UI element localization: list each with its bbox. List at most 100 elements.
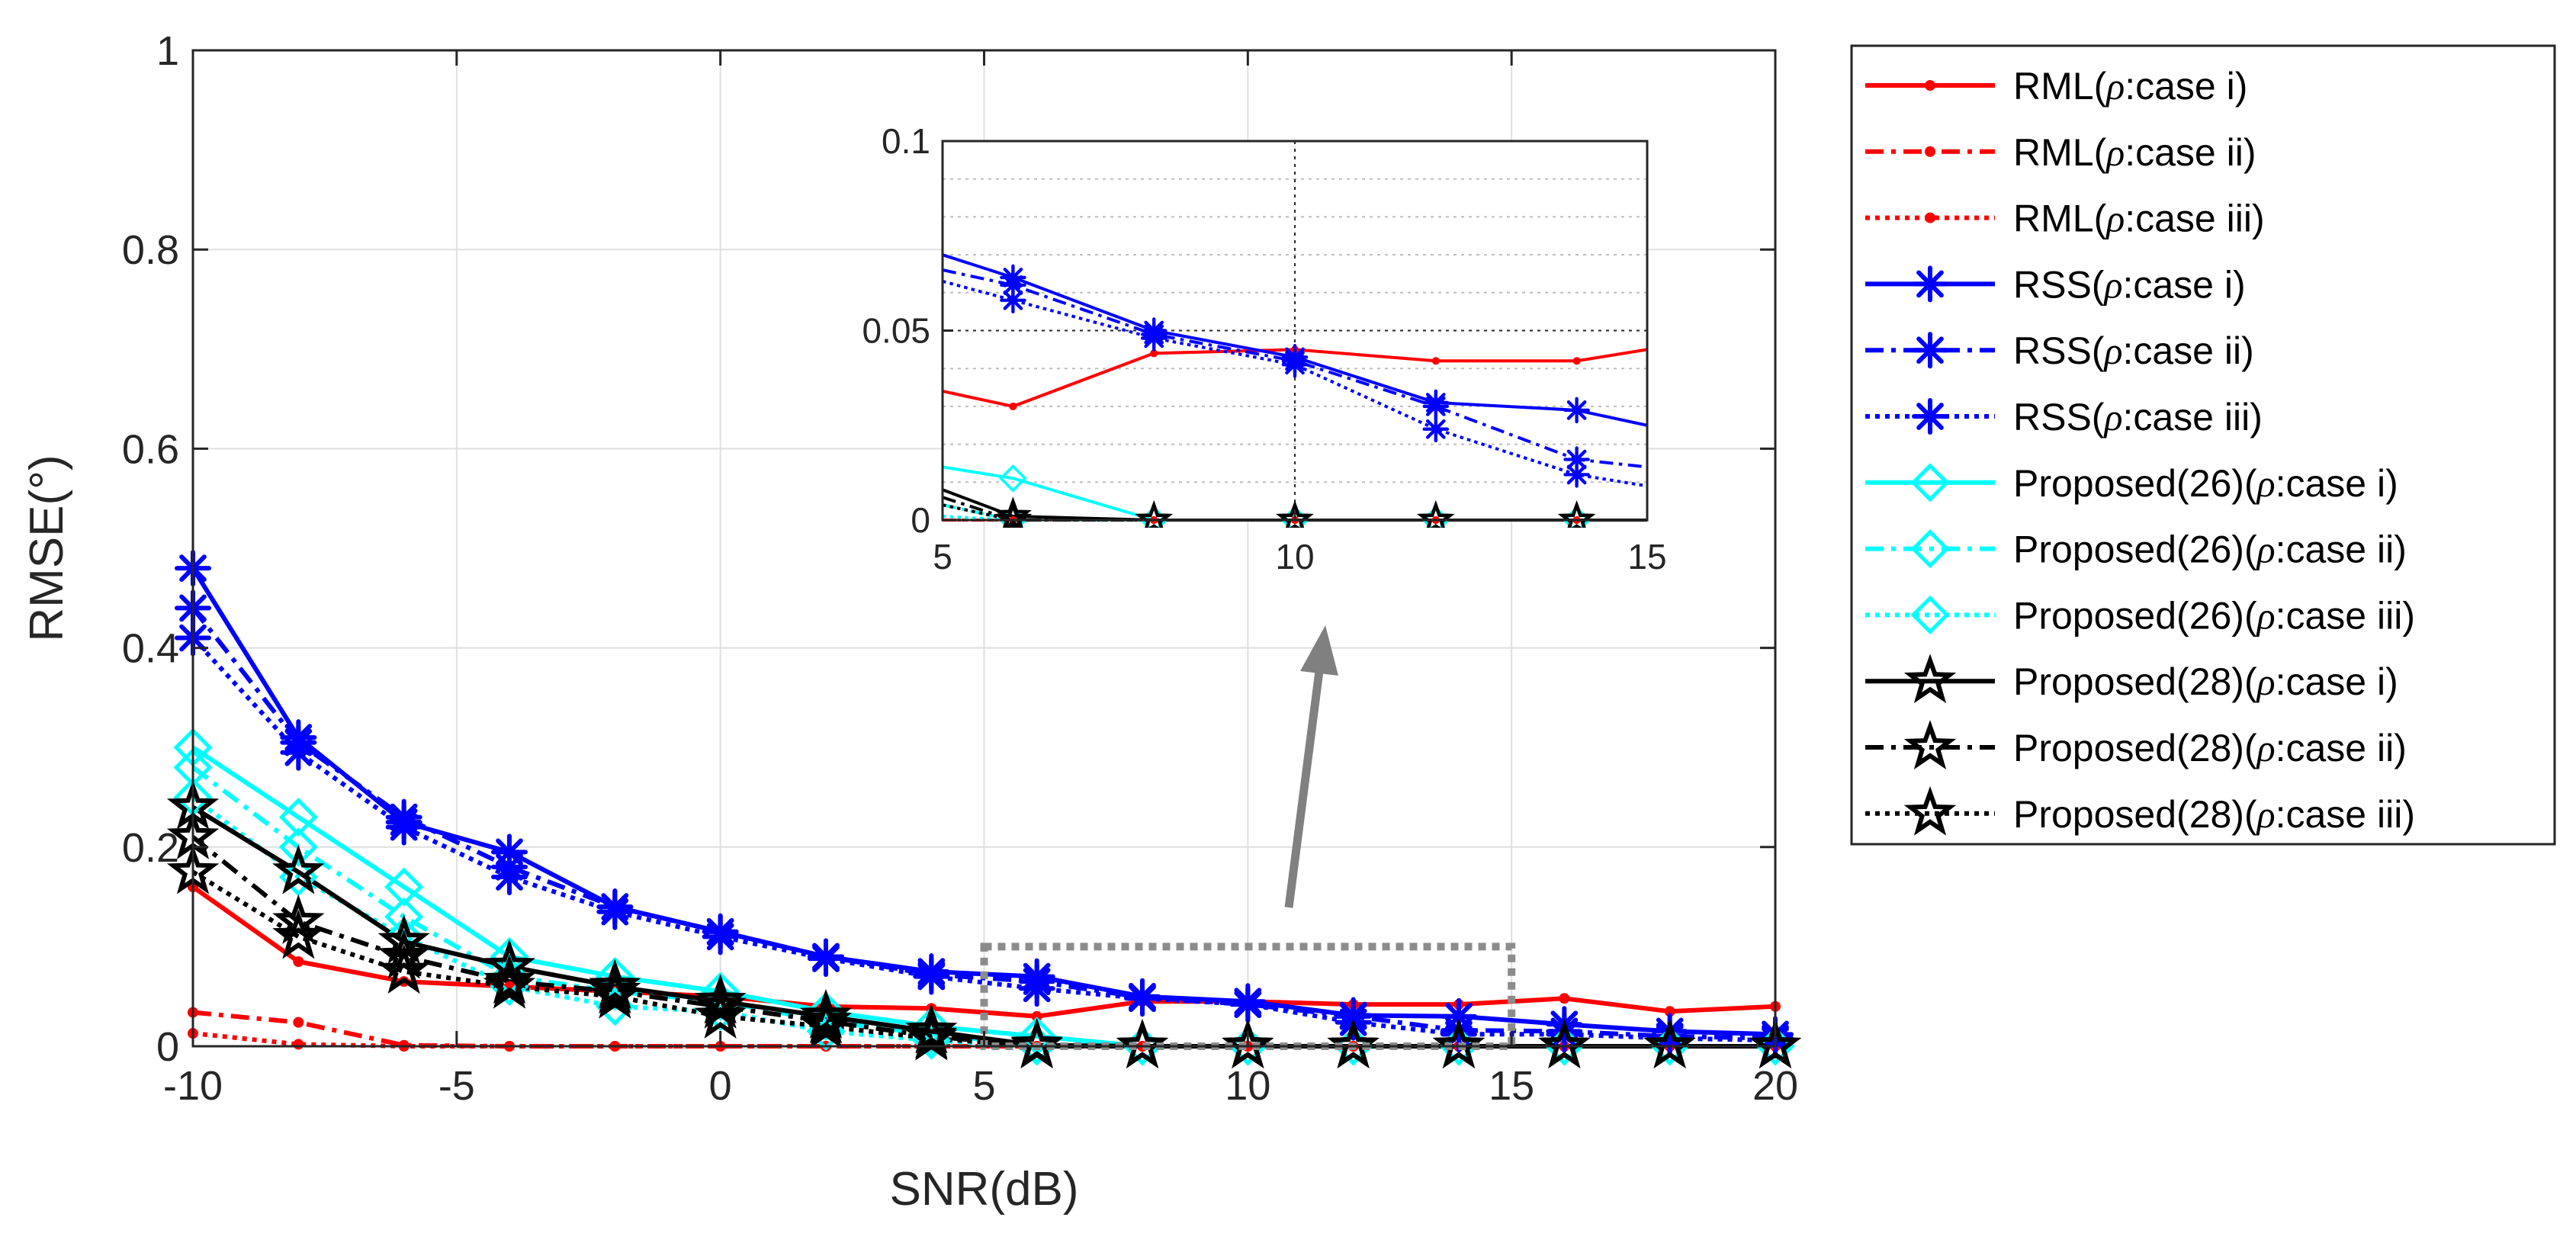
inset-series-markers-6	[1000, 287, 1590, 488]
inset-data-point	[994, 496, 1033, 528]
inset-data-point	[994, 500, 1033, 528]
inset-series-markers-12	[994, 500, 1596, 528]
legend-label-suffix: :case ii)	[2122, 329, 2253, 372]
data-point	[1327, 1019, 1380, 1069]
legend-label-rho: ρ	[2105, 131, 2125, 174]
data-point-stroke	[917, 962, 946, 991]
legend-label: Proposed(26)(ρ:case i)	[2013, 462, 2398, 505]
legend-marker	[1910, 595, 1950, 634]
legend-label-suffix: :case i)	[2276, 660, 2398, 703]
legend-label-rho: ρ	[2256, 528, 2276, 571]
legend-marker	[1925, 80, 1935, 91]
legend-label-prefix: RML(	[2013, 131, 2107, 174]
data-point	[1559, 993, 1570, 1004]
data-point	[280, 734, 317, 771]
inset-data-point-stroke	[1003, 290, 1023, 310]
inset-y-tick-label: 0.05	[862, 311, 930, 351]
inset-data-point	[1135, 500, 1173, 528]
data-point	[293, 1039, 304, 1050]
legend-label-suffix: :case ii)	[2125, 131, 2256, 174]
inset-data-point	[1557, 500, 1596, 528]
data-point	[377, 944, 430, 994]
legend-item: Proposed(28)(ρ:case iii)	[1865, 785, 2415, 836]
legend-item: RSS(ρ:case iii)	[1865, 396, 2263, 438]
legend-label: Proposed(28)(ρ:case ii)	[2013, 727, 2407, 769]
legend-marker	[1910, 463, 1950, 503]
data-point	[1664, 1006, 1675, 1017]
legend-label: RML(ρ:case i)	[2013, 65, 2247, 108]
legend-label-prefix: Proposed(28)(	[2013, 727, 2257, 769]
legend-marker-stroke	[1916, 336, 1944, 365]
data-point-stroke	[1234, 991, 1262, 1018]
data-point	[1031, 1010, 1042, 1022]
data-point	[483, 959, 536, 1009]
legend-label-rho: ρ	[2105, 65, 2125, 108]
data-point-stroke	[1445, 1020, 1473, 1049]
legend-label-suffix: :case iii)	[2276, 793, 2415, 836]
legend-item: Proposed(26)(ρ:case ii)	[1865, 528, 2407, 571]
legend-label: Proposed(26)(ρ:case iii)	[2013, 594, 2415, 637]
legend-label-prefix: RSS(	[2013, 329, 2105, 372]
inset-data-point-stroke	[1285, 355, 1305, 375]
legend-marker	[1912, 332, 1948, 369]
legend-item: RML(ρ:case ii)	[1865, 131, 2256, 174]
data-point-stroke	[1023, 975, 1051, 1003]
inset-data-point	[1276, 500, 1314, 528]
data-point	[694, 988, 747, 1039]
inset-data-point	[1281, 351, 1309, 378]
series-line-12	[191, 869, 1775, 1049]
legend-label: Proposed(28)(ρ:case i)	[2013, 660, 2398, 703]
inset-data-point	[999, 464, 1027, 493]
x-axis-label: SNR(dB)	[889, 1163, 1078, 1216]
data-point	[491, 858, 528, 895]
legend-label-rho: ρ	[2102, 396, 2122, 438]
data-point	[1116, 1019, 1169, 1068]
inset-data-point-stroke	[1003, 275, 1023, 295]
legend-marker-stroke	[1916, 270, 1944, 298]
data-point	[1229, 986, 1267, 1023]
legend-item: RML(ρ:case iii)	[1865, 198, 2265, 240]
legend-label-suffix: :case iii)	[2125, 198, 2264, 240]
inset-data-point	[1009, 402, 1017, 410]
data-point	[278, 798, 318, 837]
inset-y-tick-label: 0.1	[882, 121, 930, 161]
legend-marker	[1903, 720, 1957, 769]
legend-item: RML(ρ:case i)	[1865, 65, 2247, 108]
data-point	[596, 893, 634, 930]
data-point	[293, 1017, 304, 1028]
y-tick-label: 0.4	[122, 626, 179, 672]
x-tick-label: -10	[163, 1063, 223, 1109]
legend-label-rho: ρ	[2102, 263, 2122, 306]
legend-label-rho: ρ	[2256, 727, 2276, 769]
data-point	[272, 894, 325, 944]
data-point	[1222, 1019, 1274, 1069]
legend-label-suffix: :case ii)	[2276, 727, 2407, 769]
inset-data-point-stroke	[1425, 397, 1446, 416]
legend-marker	[1912, 398, 1948, 435]
legend-label-prefix: RSS(	[2013, 396, 2105, 438]
legend-item: Proposed(28)(ρ:case i)	[1865, 654, 2398, 703]
data-point	[293, 956, 304, 967]
inset-axes: 5 10 15 0 0.05 0.1	[862, 121, 1666, 577]
data-point-stroke	[706, 923, 734, 951]
data-point	[1749, 1019, 1802, 1068]
legend-item: RSS(ρ:case i)	[1865, 263, 2246, 306]
legend-label-rho: ρ	[2256, 793, 2276, 836]
data-point	[913, 958, 950, 995]
legend-marker	[1925, 146, 1935, 157]
y-tick-label: 1	[156, 28, 179, 74]
data-point-stroke	[1550, 1020, 1579, 1049]
x-tick-label: 15	[1489, 1063, 1534, 1109]
series-line-9	[191, 795, 1775, 1049]
inset-data-point	[1422, 393, 1450, 420]
x-tick-label: 5	[972, 1063, 995, 1109]
legend-box	[1850, 44, 2556, 846]
x-tick-label: 10	[1225, 1063, 1270, 1109]
inset-data-point	[1417, 500, 1455, 528]
inset-y-tick-label: 0	[911, 500, 930, 540]
data-point	[483, 939, 536, 989]
legend-marker-stroke	[1916, 403, 1944, 430]
y-tick-label: 0.2	[122, 825, 179, 871]
y-axis-label: RMSE(°)	[21, 454, 73, 641]
